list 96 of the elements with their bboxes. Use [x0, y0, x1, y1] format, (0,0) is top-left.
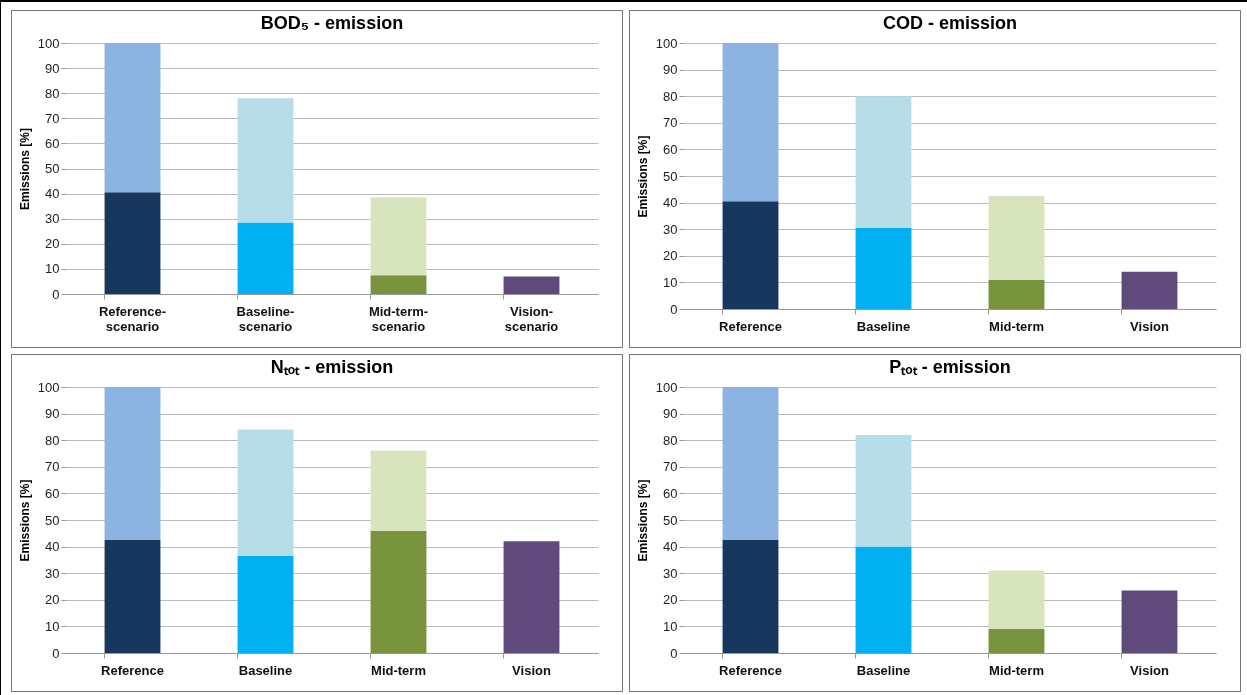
bar [237, 98, 294, 223]
y-tick-label: 30 [663, 565, 678, 581]
x-tick-label: Mid-term [989, 662, 1044, 678]
x-tick-label: Vision [1130, 662, 1169, 678]
bar [855, 96, 912, 228]
y-tick-label: 50 [45, 512, 60, 528]
x-tick-label: Vision [512, 662, 551, 678]
bar [988, 570, 1045, 630]
chart-title: Pₜₒₜ - emission [889, 357, 1011, 377]
y-tick-label: 80 [45, 85, 60, 101]
bar [855, 227, 912, 309]
bar [722, 387, 779, 540]
x-tick-label: Reference [719, 662, 782, 678]
y-tick-label: 100 [655, 379, 678, 395]
y-tick-label: 60 [45, 135, 60, 151]
bar [370, 275, 427, 294]
y-tick-label: 60 [45, 485, 60, 501]
y-axis-title: Emissions [%] [635, 479, 650, 562]
bar [370, 450, 427, 531]
chart-title: COD - emission [882, 13, 1018, 33]
bar [370, 197, 427, 276]
y-tick-label: 80 [663, 432, 678, 448]
y-tick-label: 30 [45, 565, 60, 581]
bar [104, 539, 161, 653]
bar [855, 546, 912, 653]
bar [104, 387, 161, 540]
bar [503, 541, 560, 653]
bar [237, 222, 294, 294]
y-tick-label: 0 [52, 286, 60, 302]
bar [237, 429, 294, 556]
bar [104, 192, 161, 294]
y-tick-label: 60 [663, 485, 678, 501]
y-tick-label: 40 [45, 539, 60, 555]
y-tick-label: 30 [45, 211, 60, 227]
y-tick-label: 10 [663, 618, 678, 634]
x-tick-label: Baseline [856, 662, 911, 678]
x-tick-label: Reference [101, 662, 164, 678]
bar [722, 539, 779, 653]
chart-title: BOD₅ - emission [260, 13, 404, 33]
y-tick-label: 90 [45, 60, 60, 76]
bar [722, 43, 779, 202]
y-tick-label: 10 [45, 618, 60, 634]
y-tick-label: 70 [663, 115, 678, 131]
x-tick-label: Mid-term [989, 318, 1044, 334]
y-tick-label: 0 [52, 645, 60, 661]
x-tick-label: Baseline-scenario [236, 303, 295, 334]
bar [855, 434, 912, 547]
y-tick-label: 20 [663, 592, 678, 608]
bar [237, 555, 294, 653]
y-tick-label: 0 [670, 301, 678, 317]
bar [1121, 271, 1178, 309]
y-axis-title: Emissions [%] [635, 135, 650, 218]
y-tick-label: 20 [45, 592, 60, 608]
y-tick-label: 70 [663, 459, 678, 475]
y-tick-label: 30 [663, 221, 678, 237]
bar [370, 530, 427, 653]
y-tick-label: 20 [45, 236, 60, 252]
bar [988, 195, 1045, 280]
bar [988, 279, 1045, 309]
y-tick-label: 90 [663, 406, 678, 422]
y-tick-label: 90 [663, 62, 678, 78]
y-axis-title: Emissions [%] [17, 479, 32, 562]
bar [722, 201, 779, 309]
y-tick-label: 50 [663, 512, 678, 528]
bar [988, 629, 1045, 653]
y-tick-label: 10 [663, 274, 678, 290]
chart-title: Nₜₒₜ - emission [270, 357, 394, 377]
x-tick-label: Baseline [856, 318, 911, 334]
x-tick-label: Vision-scenario [504, 303, 559, 334]
x-tick-label: Baseline [238, 662, 293, 678]
y-tick-label: 100 [37, 35, 60, 51]
y-tick-label: 40 [45, 186, 60, 202]
x-tick-label: Reference-scenario [98, 303, 167, 334]
y-tick-label: 100 [37, 379, 60, 395]
y-tick-label: 20 [663, 248, 678, 264]
x-tick-label: Mid-term [371, 662, 426, 678]
y-tick-label: 40 [663, 195, 678, 211]
y-tick-label: 100 [655, 35, 678, 51]
y-tick-label: 40 [663, 539, 678, 555]
bar [104, 43, 161, 193]
y-tick-label: 70 [45, 459, 60, 475]
y-tick-label: 50 [663, 168, 678, 184]
y-axis-title: Emissions [%] [17, 127, 32, 211]
bar [503, 276, 560, 294]
y-tick-label: 80 [663, 88, 678, 104]
x-tick-label: Mid-term-scenario [368, 303, 429, 334]
x-tick-label: Reference [719, 318, 782, 334]
y-tick-label: 70 [45, 110, 60, 126]
bar [1121, 590, 1178, 653]
y-tick-label: 0 [670, 645, 678, 661]
y-tick-label: 60 [663, 141, 678, 157]
y-tick-label: 50 [45, 161, 60, 176]
x-tick-label: Vision [1130, 318, 1169, 334]
y-tick-label: 90 [45, 406, 60, 422]
y-tick-label: 80 [45, 432, 60, 448]
y-tick-label: 10 [45, 261, 60, 277]
